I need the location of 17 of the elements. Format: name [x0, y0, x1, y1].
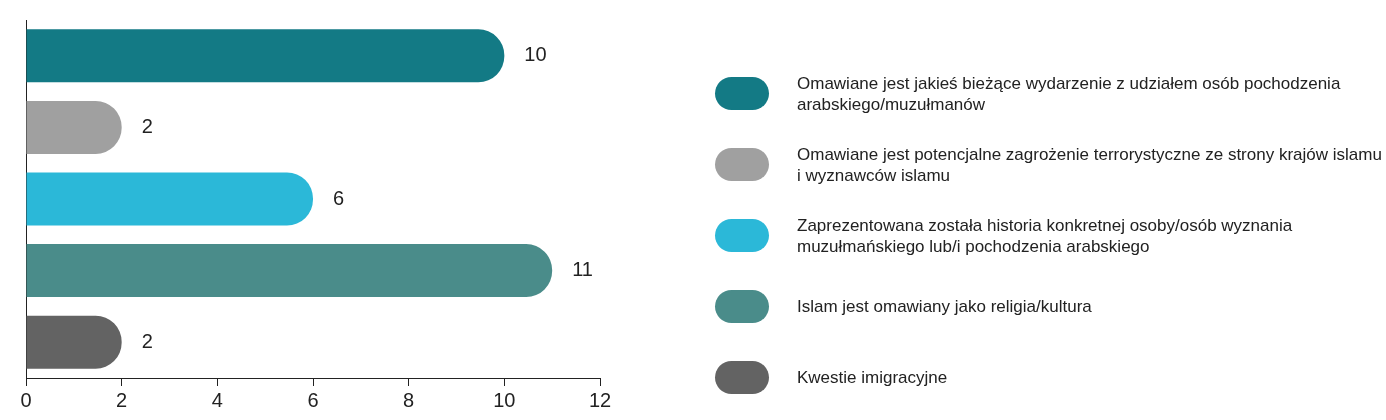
data-label: 6	[333, 186, 345, 209]
x-tick-label: 12	[588, 388, 612, 411]
data-label: 11	[572, 258, 593, 281]
legend-label: Kwestie imigracyjne	[797, 367, 948, 388]
x-tick-label: 4	[211, 388, 223, 411]
x-tick-label: 10	[493, 388, 516, 411]
legend-label: Omawiane jest potencjalne zagrożenie terrorystyczne ze strony krajów islamu i wyznawców islamu	[797, 143, 1383, 186]
legend-label: Omawiane jest jakieś bieżące wydarzenie z udziałem osób pochodzenia arabskiego/muzułmanów	[797, 72, 1342, 115]
data-label: 2	[141, 114, 153, 137]
x-tick-label: 8	[403, 388, 415, 411]
legend-label: Zaprezentowana została historia konkretnej osoby/osób wyznania muzułmańskiego lub/i pochodzenia arabskiego	[797, 214, 1294, 257]
legend-label: Islam jest omawiany jako religia/kultura	[797, 296, 1092, 317]
x-tick-label: 2	[116, 388, 128, 411]
data-label: 10	[524, 43, 547, 66]
x-tick-label: 6	[307, 388, 319, 411]
x-tick-label: 0	[20, 388, 32, 411]
data-label: 2	[141, 329, 153, 352]
